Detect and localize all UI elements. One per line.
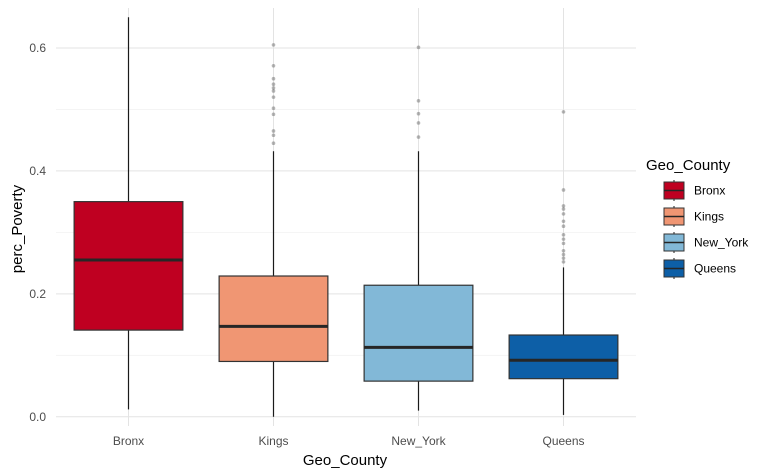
y-axis-title: perc_Poverty bbox=[9, 184, 26, 273]
outlier-point bbox=[271, 112, 276, 117]
y-tick-label: 0.4 bbox=[29, 164, 46, 178]
outlier-point bbox=[561, 204, 566, 208]
outlier-point bbox=[561, 260, 566, 264]
outlier-point bbox=[561, 110, 566, 114]
outlier-point bbox=[561, 219, 566, 224]
x-axis-title: Geo_County bbox=[303, 452, 388, 469]
box-iqr bbox=[508, 334, 619, 380]
outlier-point bbox=[271, 43, 276, 47]
x-tick-label: Queens bbox=[542, 434, 584, 448]
outlier-point bbox=[561, 249, 566, 253]
outlier-point bbox=[561, 212, 566, 216]
y-tick-label: 0.6 bbox=[29, 41, 46, 55]
x-tick-label: Kings bbox=[258, 434, 288, 448]
outlier-point bbox=[416, 99, 421, 103]
x-axis-ticks: Bronx Kings New_York Queens bbox=[113, 434, 585, 448]
outlier-point bbox=[561, 237, 566, 241]
box-iqr bbox=[363, 284, 474, 382]
outlier-point bbox=[271, 129, 276, 133]
y-tick-label: 0.2 bbox=[29, 287, 46, 301]
legend-label: Kings bbox=[694, 210, 724, 224]
outlier-point bbox=[271, 106, 276, 110]
legend-item: New_York bbox=[663, 232, 749, 253]
outlier-point bbox=[561, 224, 566, 229]
outlier-point bbox=[271, 63, 276, 68]
box-iqr bbox=[218, 275, 329, 363]
box-group bbox=[73, 17, 184, 410]
x-tick-label: New_York bbox=[391, 434, 446, 448]
outlier-point bbox=[561, 188, 566, 192]
box-group bbox=[218, 43, 329, 417]
y-axis-ticks: 0.0 0.2 0.4 0.6 bbox=[29, 41, 46, 424]
x-tick-label: Bronx bbox=[113, 434, 144, 448]
legend-title: Geo_County bbox=[646, 157, 731, 174]
outlier-point bbox=[561, 241, 566, 246]
outlier-point bbox=[416, 135, 421, 139]
legend-label: New_York bbox=[694, 236, 749, 250]
outlier-point bbox=[561, 252, 566, 257]
legend-item: Bronx bbox=[663, 180, 725, 201]
legend-item: Queens bbox=[663, 258, 736, 279]
outlier-point bbox=[271, 89, 276, 93]
box-iqr bbox=[73, 201, 184, 331]
outlier-point bbox=[271, 141, 276, 146]
outlier-point bbox=[561, 256, 566, 260]
legend-label: Bronx bbox=[694, 184, 725, 198]
outlier-point bbox=[416, 121, 421, 125]
box-group bbox=[363, 45, 474, 411]
box-group bbox=[508, 110, 619, 415]
outlier-point bbox=[271, 86, 276, 90]
outlier-point bbox=[561, 233, 566, 237]
box-series bbox=[73, 17, 619, 417]
outlier-point bbox=[271, 133, 276, 138]
legend: Geo_County Bronx Kings New_York Queens bbox=[646, 157, 749, 279]
y-tick-label: 0.0 bbox=[29, 410, 46, 424]
legend-item: Kings bbox=[663, 206, 724, 227]
outlier-point bbox=[416, 45, 421, 50]
outlier-point bbox=[271, 76, 276, 81]
legend-label: Queens bbox=[694, 262, 736, 276]
outlier-point bbox=[416, 111, 421, 116]
outlier-point bbox=[561, 207, 566, 211]
outlier-point bbox=[271, 82, 276, 87]
outlier-point bbox=[271, 95, 276, 99]
